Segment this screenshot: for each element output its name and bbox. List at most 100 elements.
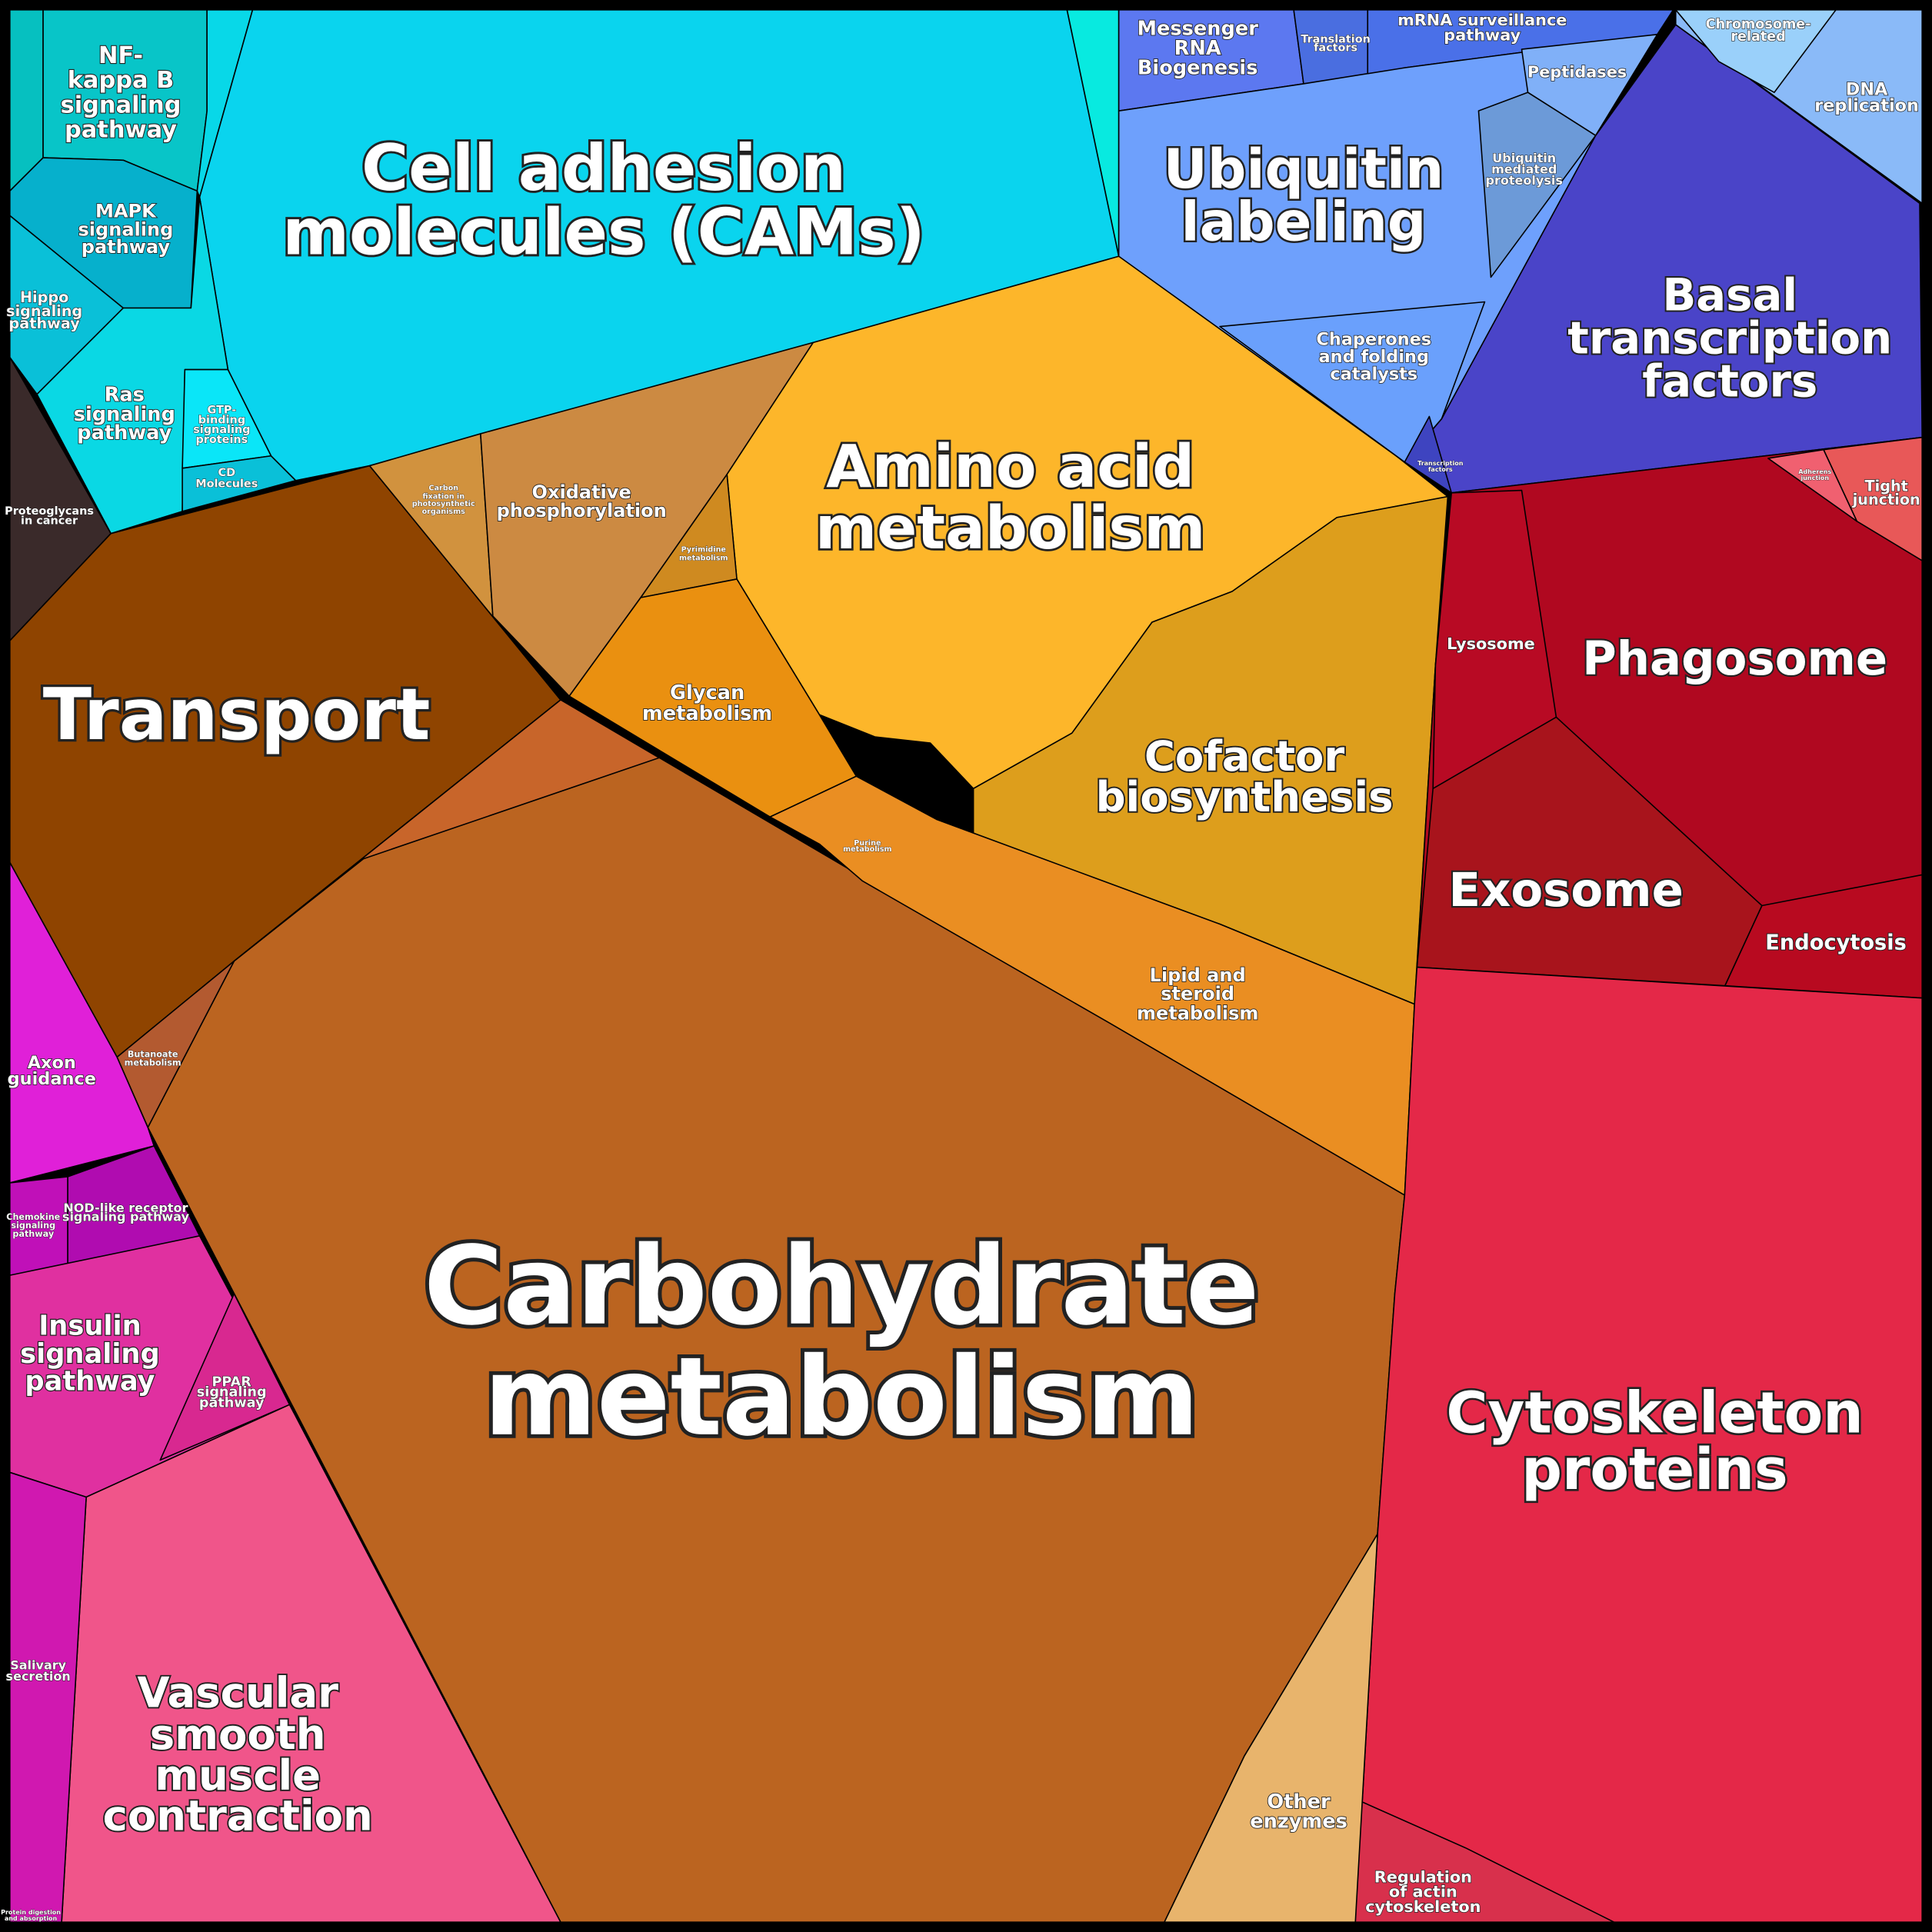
cell-label: Biogenesis <box>1138 57 1258 80</box>
cell <box>9 861 155 1184</box>
cell-label: metabolism <box>843 845 891 854</box>
cell-label: factors <box>1314 42 1357 54</box>
cell-label: factors <box>1428 466 1453 473</box>
cell-label: catalysts <box>1330 365 1417 385</box>
cell-label: enzymes <box>1250 1810 1347 1833</box>
cell-label: phosphorylation <box>497 500 667 521</box>
cell-label: Transcription <box>1417 460 1464 467</box>
cell-label: labeling <box>1181 191 1427 254</box>
cell-label: transcription <box>1567 311 1892 364</box>
cell-label: factors <box>1642 355 1817 407</box>
cell-label: related <box>1730 29 1786 45</box>
cell-label: Cytoskeleton <box>1446 1381 1863 1446</box>
cell-label: pathway <box>25 1365 155 1397</box>
cell-label: and folding <box>1319 347 1429 367</box>
cell-label: Translation <box>1301 33 1371 45</box>
cell-label: Regulation <box>1374 1868 1472 1887</box>
cell-label: signaling <box>74 403 175 426</box>
cell-label: Lysosome <box>1447 635 1535 653</box>
cell-label: signaling <box>193 424 250 436</box>
cell-label: DNA <box>1846 79 1888 99</box>
cell <box>9 1471 87 1923</box>
cell-label: mRNA surveillance <box>1397 11 1567 29</box>
cell-label: in cancer <box>21 515 78 528</box>
cell-label: junction <box>1852 491 1920 508</box>
cell-label: GTP- <box>208 404 237 416</box>
cell-label: Adherens <box>1798 468 1831 475</box>
cell-label: pathway <box>1444 25 1521 44</box>
cell-label: Ras <box>105 383 145 406</box>
cell-label: proteolysis <box>1486 173 1563 188</box>
cell-label: Vascular <box>137 1668 338 1717</box>
cell-label: Hippo <box>20 288 68 306</box>
cell-label: signaling <box>78 219 174 241</box>
cell-label: pathway <box>9 315 81 332</box>
cell-label: metabolism <box>679 555 728 563</box>
cell-label: proteins <box>195 434 248 446</box>
cell-label: Transport <box>43 673 431 756</box>
cell-label: Basal <box>1662 268 1797 321</box>
cell-label: signaling <box>61 92 182 118</box>
cell-label: Phagosome <box>1582 631 1887 686</box>
cell-label: MAPK <box>95 201 157 222</box>
cell <box>159 1293 291 1461</box>
cell-label: pathway <box>77 421 172 445</box>
cell <box>1674 9 1837 93</box>
cell-label: Chromosome- <box>1706 17 1811 32</box>
cell-label: Amino acid <box>826 433 1194 501</box>
cell-label: metabolism <box>484 1334 1199 1461</box>
cell <box>36 196 229 535</box>
cell-label: Carbon <box>428 484 458 492</box>
cell-label: Axon <box>28 1053 76 1073</box>
cell <box>1767 448 1858 522</box>
cell-label: of actin <box>1389 1883 1457 1901</box>
cell-label: pathway <box>12 1229 54 1239</box>
cell-label: NOD-like receptor <box>63 1201 188 1215</box>
cell-label: Ubiquitin <box>1164 138 1444 201</box>
cell-label: metabolism <box>125 1058 182 1068</box>
cell-label: Carbohydrate <box>424 1224 1260 1350</box>
cell-label: signaling <box>6 302 82 320</box>
cell-label: secretion <box>6 1669 71 1684</box>
cell-label: metabolism <box>815 495 1205 563</box>
cell-label: RNA <box>1174 37 1221 60</box>
cell-label: Pyrimidine <box>681 546 727 555</box>
cell-label: Messenger <box>1137 17 1258 40</box>
cell-label: Chaperones <box>1316 330 1431 350</box>
cell-label: Purine <box>854 839 881 848</box>
cell-label: signaling <box>20 1338 160 1370</box>
cell-label: cytoskeleton <box>1365 1897 1481 1916</box>
cell-label: Salivary <box>10 1657 66 1672</box>
cell-label: Glycan <box>670 681 744 705</box>
cell-label: and absorption <box>5 1915 58 1922</box>
cell-label: smooth <box>150 1710 326 1759</box>
cell-label: Chemokine <box>6 1212 60 1222</box>
cell-label: metabolism <box>642 702 772 725</box>
cell-label: binding <box>198 414 245 426</box>
cell-label: Cofactor <box>1144 731 1345 781</box>
cell-label: fixation in <box>422 493 465 501</box>
cell-label: steroid <box>1161 983 1234 1004</box>
cell-label: signaling <box>197 1384 267 1400</box>
cell-label: PPAR <box>212 1374 251 1390</box>
cell-label: Lipid and <box>1150 964 1246 986</box>
cell <box>233 699 660 962</box>
cell-label: Ubiquitin <box>1492 151 1556 165</box>
cell-label: pathway <box>82 236 171 258</box>
cell-label: proteins <box>1521 1437 1788 1503</box>
cell-label: Insulin <box>38 1310 142 1341</box>
cell-label: molecules (CAMs) <box>282 195 925 270</box>
cell-label: Proteoglycans <box>5 505 94 518</box>
cell-label: signaling pathway <box>62 1209 190 1224</box>
cell-label: pathway <box>199 1396 265 1411</box>
cell-label: Protein digestion <box>1 1909 61 1916</box>
cell <box>1164 1533 1378 1923</box>
cell-label: kappa B <box>68 67 175 94</box>
cell-label: muscle <box>155 1750 321 1800</box>
cell-label: biosynthesis <box>1096 772 1394 821</box>
cell-label: CD <box>218 467 236 479</box>
cell-label: organisms <box>422 508 466 516</box>
cell-label: Butanoate <box>128 1049 178 1059</box>
cell-label: mediated <box>1491 162 1557 177</box>
